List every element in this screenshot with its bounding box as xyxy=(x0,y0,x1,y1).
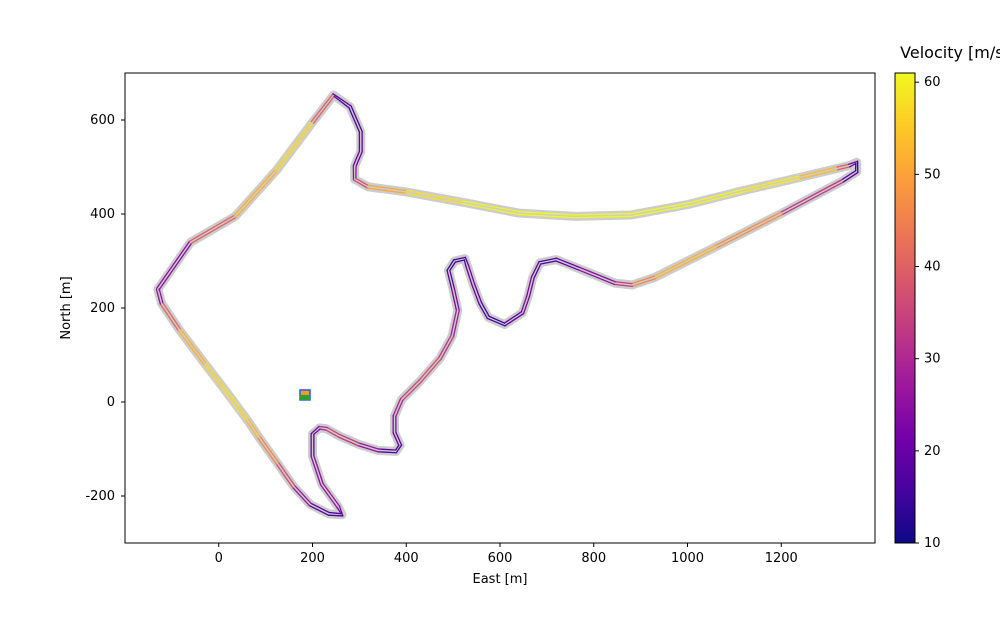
colorbar-tick-label: 20 xyxy=(924,444,941,459)
x-tick-label: 400 xyxy=(394,551,419,566)
colorbar-tick-label: 60 xyxy=(924,75,941,90)
y-tick-label: 400 xyxy=(90,207,115,222)
start-marker xyxy=(300,390,310,400)
x-tick-label: 800 xyxy=(581,551,606,566)
plot-contents xyxy=(156,94,857,516)
x-tick-label: 0 xyxy=(215,551,223,566)
plot-area xyxy=(125,73,875,543)
colorbar-tick-label: 40 xyxy=(924,260,941,275)
x-tick-label: 1200 xyxy=(765,551,798,566)
colorbar: 10 20 30 40 50 60 xyxy=(895,73,941,551)
chart-svg: 0 200 400 600 800 1000 1200 -200 0 200 400 600 East … xyxy=(0,0,1000,630)
chart-root: 0 200 400 600 800 1000 1200 -200 0 200 400 600 East … xyxy=(0,0,1000,630)
x-tick-label: 1000 xyxy=(671,551,704,566)
velocity-line-lap1 xyxy=(156,94,857,516)
axis-ticks: 0 200 400 600 800 1000 1200 -200 0 200 400 600 xyxy=(85,113,797,566)
x-tick-label: 600 xyxy=(488,551,513,566)
track-outline xyxy=(158,95,857,515)
colorbar-tick-label: 30 xyxy=(924,352,941,367)
x-axis-label: East [m] xyxy=(473,572,528,587)
y-tick-label: 600 xyxy=(90,113,115,128)
x-tick-label: 200 xyxy=(300,551,325,566)
y-axis-label: North [m] xyxy=(59,276,74,339)
y-tick-label: 0 xyxy=(107,395,115,410)
colorbar-tick-label: 10 xyxy=(924,536,941,551)
colorbar-tick-label: 50 xyxy=(924,167,941,182)
colorbar-title: Velocity [m/s] xyxy=(900,43,1000,62)
y-tick-label: 200 xyxy=(90,301,115,316)
y-tick-label: -200 xyxy=(85,489,115,504)
